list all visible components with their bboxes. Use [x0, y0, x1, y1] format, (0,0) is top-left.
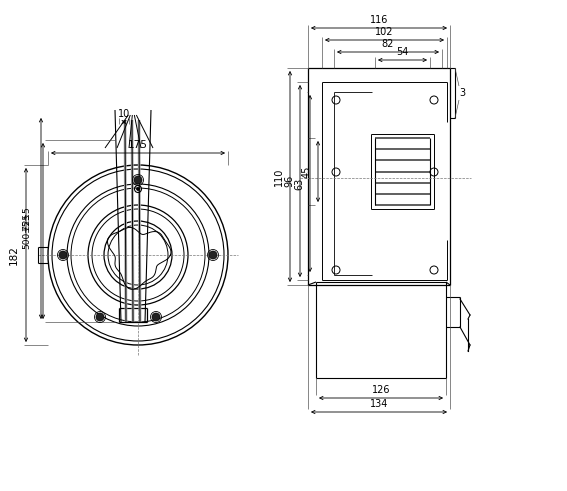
- Text: 500±25: 500±25: [23, 213, 32, 249]
- Text: 75±5: 75±5: [23, 206, 32, 231]
- Text: 3: 3: [459, 88, 465, 98]
- Circle shape: [134, 176, 142, 184]
- Circle shape: [152, 313, 160, 321]
- Circle shape: [96, 313, 104, 321]
- Text: 116: 116: [370, 15, 388, 25]
- Text: 175: 175: [128, 140, 148, 150]
- Text: 63: 63: [294, 177, 304, 190]
- Text: 134: 134: [370, 399, 388, 409]
- Circle shape: [59, 251, 67, 259]
- Text: 126: 126: [372, 385, 390, 395]
- Text: 110: 110: [274, 167, 284, 186]
- Text: 54: 54: [396, 47, 409, 57]
- Text: 96: 96: [284, 175, 294, 187]
- Circle shape: [209, 251, 217, 259]
- Text: 10: 10: [118, 109, 130, 119]
- Text: 102: 102: [375, 27, 393, 37]
- Circle shape: [137, 188, 139, 191]
- Text: 45: 45: [302, 165, 312, 178]
- Text: 182: 182: [9, 245, 19, 265]
- Text: 82: 82: [382, 39, 394, 49]
